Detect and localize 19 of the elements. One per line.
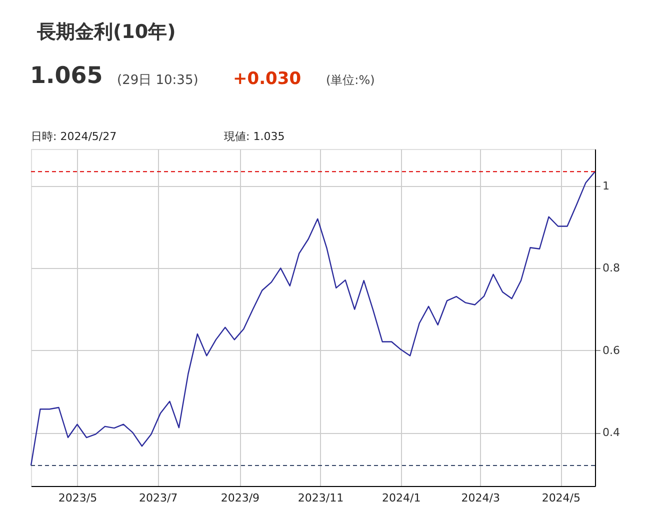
line-series bbox=[30, 171, 596, 466]
x-tick-label: 2023/11 bbox=[298, 492, 344, 504]
text: 現値: 1.035 bbox=[224, 130, 285, 143]
y-tick-label: 1 bbox=[602, 179, 610, 192]
x-tick-label: 2023/9 bbox=[220, 492, 260, 504]
y-tick-label: 0.4 bbox=[602, 426, 620, 440]
text: 日時: 2024/5/27 bbox=[31, 130, 117, 143]
text: (29日 10:35) bbox=[117, 73, 198, 88]
chart-title: 長期金利(10年) bbox=[36, 21, 176, 43]
text: +0.030 bbox=[233, 69, 302, 89]
x-tick-label: 2024/1 bbox=[382, 492, 421, 504]
y-tick-label: 0.8 bbox=[602, 262, 620, 275]
x-tick-label: 2024/3 bbox=[461, 492, 500, 504]
x-tick-label: 2023/7 bbox=[138, 492, 178, 504]
y-tick-label: 0.6 bbox=[602, 344, 620, 357]
x-tick-label: 2024/5 bbox=[542, 492, 581, 504]
x-tick-label: 2023/5 bbox=[58, 492, 98, 504]
text: (単位:%) bbox=[326, 73, 375, 87]
text: 1.065 bbox=[30, 63, 103, 89]
